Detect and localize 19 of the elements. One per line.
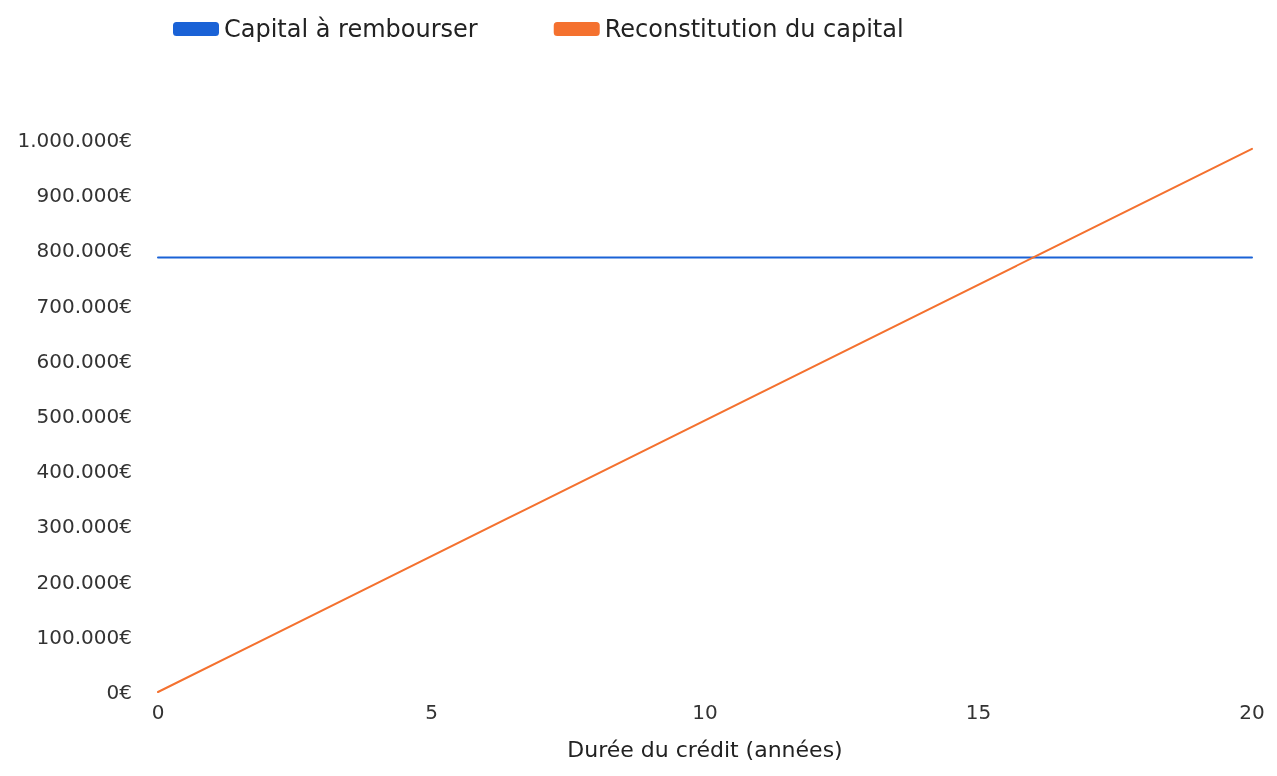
x-tick-label: 15 bbox=[965, 700, 992, 724]
x-tick-label: 20 bbox=[1239, 700, 1265, 724]
y-tick-label: 500.000€ bbox=[36, 404, 132, 428]
legend-label: Capital à rembourser bbox=[224, 15, 478, 43]
legend-label: Reconstitution du capital bbox=[604, 15, 904, 43]
y-tick-label: 600.000€ bbox=[36, 348, 132, 373]
x-tick-label: 5 bbox=[425, 700, 438, 724]
x-tick-label: 10 bbox=[692, 700, 718, 724]
x-axis-title: Durée du crédit (années) bbox=[567, 736, 843, 762]
x-tick-label: 0 bbox=[151, 700, 165, 724]
y-tick-label: 0€ bbox=[106, 680, 132, 704]
y-tick-label: 400.000€ bbox=[36, 459, 132, 484]
y-tick-label: 100.000€ bbox=[36, 624, 132, 649]
y-tick-label: 800.000€ bbox=[36, 238, 132, 263]
y-tick-label: 900.000€ bbox=[36, 183, 132, 208]
y-tick-label: 200.000€ bbox=[36, 569, 132, 594]
y-tick-label: 700.000€ bbox=[36, 293, 132, 318]
y-tick-label: 1.000.000€ bbox=[17, 128, 132, 152]
y-tick-label: 300.000€ bbox=[36, 514, 132, 539]
